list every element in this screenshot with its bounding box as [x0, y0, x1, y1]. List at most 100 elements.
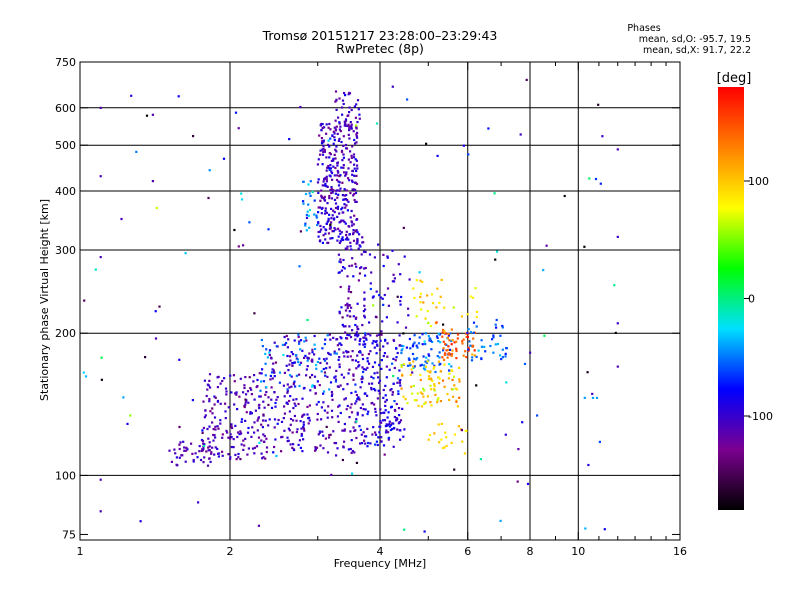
data-point — [208, 373, 212, 376]
data-point — [356, 218, 359, 221]
data-point — [273, 341, 276, 344]
data-point — [445, 349, 448, 352]
data-point — [426, 310, 429, 313]
data-point — [336, 385, 339, 388]
data-point — [158, 305, 161, 308]
data-point — [416, 346, 419, 349]
data-point — [306, 413, 309, 416]
data-point — [213, 434, 216, 437]
data-point — [495, 326, 498, 329]
data-point — [393, 277, 396, 280]
data-point — [297, 443, 300, 446]
data-point — [338, 241, 341, 244]
data-point — [318, 357, 321, 360]
data-point — [289, 423, 292, 426]
data-point — [423, 402, 426, 405]
data-point — [370, 375, 373, 378]
data-point — [265, 450, 268, 454]
data-point — [414, 358, 418, 361]
data-point — [395, 417, 398, 420]
data-point — [429, 338, 432, 341]
data-point — [301, 397, 304, 400]
data-point — [236, 408, 239, 411]
data-point — [484, 350, 487, 353]
data-point — [393, 280, 396, 283]
data-point — [219, 402, 222, 405]
data-point — [386, 342, 389, 345]
data-point — [276, 396, 279, 399]
data-point — [380, 367, 383, 370]
stats-line-x: mean, sd,X: 91.7, 22.2 — [643, 45, 751, 56]
data-point — [480, 345, 483, 348]
data-point — [321, 184, 324, 187]
data-point — [424, 332, 427, 335]
data-point — [329, 167, 332, 170]
data-point — [356, 231, 359, 234]
data-point — [375, 290, 378, 293]
data-point — [192, 135, 195, 138]
data-point — [257, 436, 261, 439]
data-point — [517, 448, 520, 451]
data-point — [354, 188, 357, 191]
data-point — [265, 348, 268, 351]
data-point — [84, 375, 88, 378]
data-point — [397, 392, 400, 395]
data-point — [345, 189, 348, 192]
data-point — [387, 431, 390, 434]
data-point — [364, 250, 367, 254]
data-point — [271, 377, 274, 380]
data-point — [357, 361, 360, 364]
data-point — [332, 142, 335, 145]
data-point — [363, 439, 366, 442]
data-point — [480, 339, 483, 342]
data-point — [337, 180, 340, 183]
data-point — [349, 192, 352, 195]
data-point — [336, 164, 339, 167]
data-point — [439, 362, 442, 365]
data-point — [355, 133, 358, 136]
data-point — [434, 370, 437, 374]
data-point — [348, 334, 351, 337]
data-point — [265, 386, 268, 389]
data-point — [301, 450, 304, 453]
data-point — [384, 431, 388, 434]
data-point — [339, 187, 342, 190]
data-point — [94, 268, 97, 271]
data-point — [399, 303, 402, 306]
data-point — [206, 388, 209, 391]
data-point — [472, 331, 475, 334]
data-point — [277, 418, 280, 422]
data-point — [406, 98, 409, 101]
data-point — [441, 379, 445, 382]
data-point — [583, 245, 586, 248]
data-point — [416, 392, 419, 395]
data-point — [232, 446, 235, 449]
data-point — [356, 131, 359, 134]
data-point — [343, 267, 346, 270]
data-point — [345, 230, 348, 233]
data-point — [289, 395, 292, 398]
data-point — [445, 436, 448, 439]
data-point — [342, 258, 345, 262]
data-point — [237, 127, 240, 130]
x-tick-label: 8 — [527, 545, 534, 558]
data-point — [214, 425, 217, 428]
data-point — [352, 239, 356, 242]
data-point — [315, 446, 319, 449]
data-point — [263, 406, 266, 409]
data-point — [452, 395, 455, 398]
data-point — [349, 216, 352, 219]
data-point — [273, 391, 276, 394]
data-point — [330, 170, 333, 173]
data-point — [440, 422, 443, 425]
data-point — [280, 420, 284, 423]
data-point — [253, 398, 256, 401]
y-tick-label: 600 — [55, 102, 76, 115]
data-point — [355, 436, 358, 440]
data-point — [334, 90, 338, 93]
data-point — [285, 364, 288, 367]
data-point — [235, 391, 238, 394]
data-point — [382, 411, 385, 414]
data-point — [343, 92, 346, 95]
